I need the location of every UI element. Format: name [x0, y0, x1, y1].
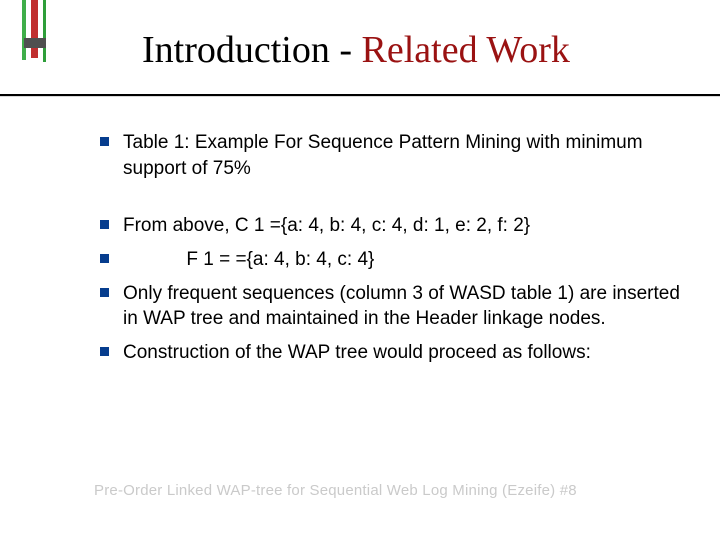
decoration-rect	[31, 0, 38, 58]
square-bullet-icon	[100, 220, 109, 229]
list-item: From above, C 1 ={a: 4, b: 4, c: 4, d: 1…	[100, 213, 680, 239]
decoration-rect	[22, 0, 26, 60]
list-item-text: Only frequent sequences (column 3 of WAS…	[123, 281, 680, 332]
list-item: F 1 = ={a: 4, b: 4, c: 4}	[100, 247, 680, 273]
decoration-rect	[24, 38, 46, 48]
list-item: Table 1: Example For Sequence Pattern Mi…	[100, 130, 680, 181]
list-item: Construction of the WAP tree would proce…	[100, 340, 680, 366]
square-bullet-icon	[100, 254, 109, 263]
square-bullet-icon	[100, 347, 109, 356]
square-bullet-icon	[100, 137, 109, 146]
square-bullet-icon	[100, 288, 109, 297]
bullet-gap	[100, 189, 680, 213]
bullet-list: Table 1: Example For Sequence Pattern Mi…	[100, 130, 680, 373]
slide-title: Introduction - Related Work	[142, 28, 570, 72]
title-part-related: Related Work	[362, 29, 570, 71]
list-item-text: Construction of the WAP tree would proce…	[123, 340, 591, 366]
list-item-text: From above, C 1 ={a: 4, b: 4, c: 4, d: 1…	[123, 213, 530, 239]
title-divider	[0, 94, 720, 96]
list-item-text: F 1 = ={a: 4, b: 4, c: 4}	[123, 247, 374, 273]
list-item-text: Table 1: Example For Sequence Pattern Mi…	[123, 130, 680, 181]
title-part-intro: Introduction -	[142, 29, 362, 71]
list-item: Only frequent sequences (column 3 of WAS…	[100, 281, 680, 332]
slide: Introduction - Related Work Table 1: Exa…	[0, 0, 720, 540]
decoration-rect	[43, 0, 46, 62]
slide-footer: Pre-Order Linked WAP-tree for Sequential…	[94, 482, 577, 499]
